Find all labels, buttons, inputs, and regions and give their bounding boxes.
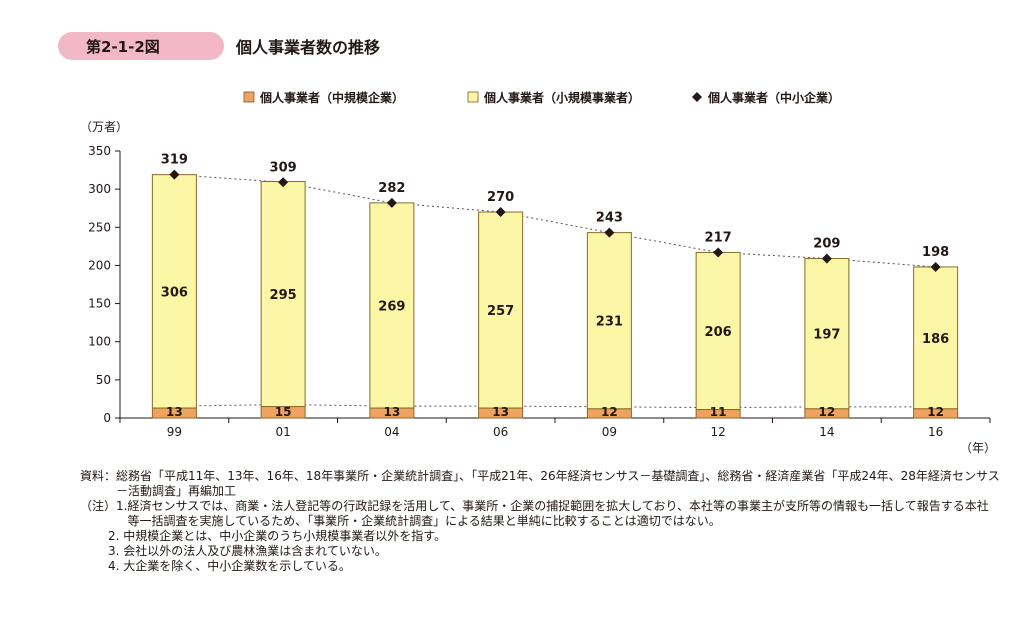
note-1-text: 経済センサスでは、商業・法人登記等の行政記録を活用して、事業所・企業の捕捉範囲を… [127,499,989,528]
total-marker-14 [821,253,832,264]
y-axis-unit: （万者） [80,120,128,134]
data-label-small-scale: 231 [596,315,623,330]
data-label-total: 198 [922,245,949,260]
x-tick-label: 01 [275,425,290,439]
total-marker-01 [278,177,289,188]
bar-mid-size-12 [695,409,741,419]
y-tick-label: 200 [88,258,111,272]
legend-label-1: 個人事業者（小規模事業者） [483,90,640,105]
total-marker-12 [713,247,724,258]
y-tick-label: 350 [88,144,111,158]
data-label-mid-size: 11 [710,405,727,419]
legend-swatch-1 [467,91,479,103]
figure-header: 第2-1-2図 個人事業者数の推移 [58,32,380,60]
source-prefix: 資料： [80,469,117,483]
total-trend-line [174,174,936,268]
bar-mid-size-01 [260,406,306,419]
data-label-total: 319 [161,153,188,168]
note-3: 3. 会社以外の法人及び農林漁業は含まれていない。 [108,544,387,558]
note-2: 2. 中規模企業とは、中小企業のうち小規模事業者以外を指す。 [108,529,447,543]
x-tick-label: 16 [928,425,943,439]
total-marker-16 [930,261,941,272]
total-marker-99 [169,169,180,180]
data-label-mid-size: 15 [275,405,292,419]
data-label-total: 243 [596,211,623,226]
figure-label-badge: 第2-1-2図 [58,32,224,60]
bar-small-scale-14 [804,258,850,410]
note-prefix: （注）1. [80,499,128,513]
x-tick-label: 14 [819,425,834,439]
total-marker-09 [604,227,615,238]
x-tick-label: 06 [493,425,508,439]
y-tick-label: 100 [88,335,111,349]
data-label-mid-size: 13 [384,405,401,419]
notes-block: 資料： 総務省「平成11年、13年、16年、18年事業所・企業統計調査」、「平成… [80,469,1000,574]
bar-mid-size-99 [151,407,197,419]
y-tick-label: 250 [88,220,111,234]
stacked-bar-chart: 個人事業者（中規模企業） 個人事業者（小規模事業者） 個人事業者（中小企業） （万者）… [80,90,996,455]
data-label-mid-size: 12 [601,405,618,419]
bar-mid-size-04 [369,407,415,419]
data-label-small-scale: 269 [378,299,405,314]
data-label-small-scale: 295 [270,288,297,303]
data-label-small-scale: 186 [922,332,949,347]
data-label-small-scale: 197 [813,328,840,343]
legend-marker-2 [692,92,702,102]
data-label-small-scale: 257 [487,304,514,319]
data-label-mid-size: 12 [927,405,944,419]
note-1: （注）1. 経済センサスでは、商業・法人登記等の行政記録を活用して、事業所・企業… [80,499,1000,529]
data-label-mid-size: 13 [492,405,509,419]
data-label-small-scale: 206 [705,325,732,340]
source-text: 総務省「平成11年、13年、16年、18年事業所・企業統計調査」、「平成21年、… [116,469,1000,498]
bar-mid-size-16 [913,408,959,419]
bar-small-scale-06 [478,211,524,409]
y-tick-label: 150 [88,297,111,311]
legend-swatch-0 [243,91,255,103]
x-tick-label: 99 [167,425,182,439]
y-tick-label: 0 [103,411,111,425]
data-label-total: 217 [705,230,732,245]
data-label-mid-size: 13 [166,405,183,419]
source-note: 資料： 総務省「平成11年、13年、16年、18年事業所・企業統計調査」、「平成… [80,469,1000,499]
data-label-total: 282 [378,181,405,196]
legend-label-0: 個人事業者（中規模企業） [259,90,404,105]
data-label-total: 209 [813,237,840,252]
bar-mid-size-14 [804,408,850,419]
bar-mid-size-06 [478,407,524,419]
x-tick-label: 12 [710,425,725,439]
y-tick-label: 50 [96,373,111,387]
data-label-mid-size: 12 [819,405,836,419]
x-tick-label: 09 [602,425,617,439]
x-axis-unit: （年） [960,441,996,455]
data-label-total: 309 [270,160,297,175]
x-tick-label: 04 [384,425,399,439]
bar-mid-size-09 [586,408,632,419]
note-4: 4. 大企業を除く、中小企業数を示している。 [108,559,351,573]
total-marker-04 [386,197,397,208]
data-label-small-scale: 306 [161,285,188,300]
bar-small-scale-09 [586,232,632,410]
bar-small-scale-04 [369,202,415,409]
legend-label-2: 個人事業者（中小企業） [707,90,840,105]
figure-title: 個人事業者数の推移 [236,38,381,57]
y-tick-label: 300 [88,182,111,196]
total-marker-06 [495,207,506,218]
data-label-total: 270 [487,190,514,205]
